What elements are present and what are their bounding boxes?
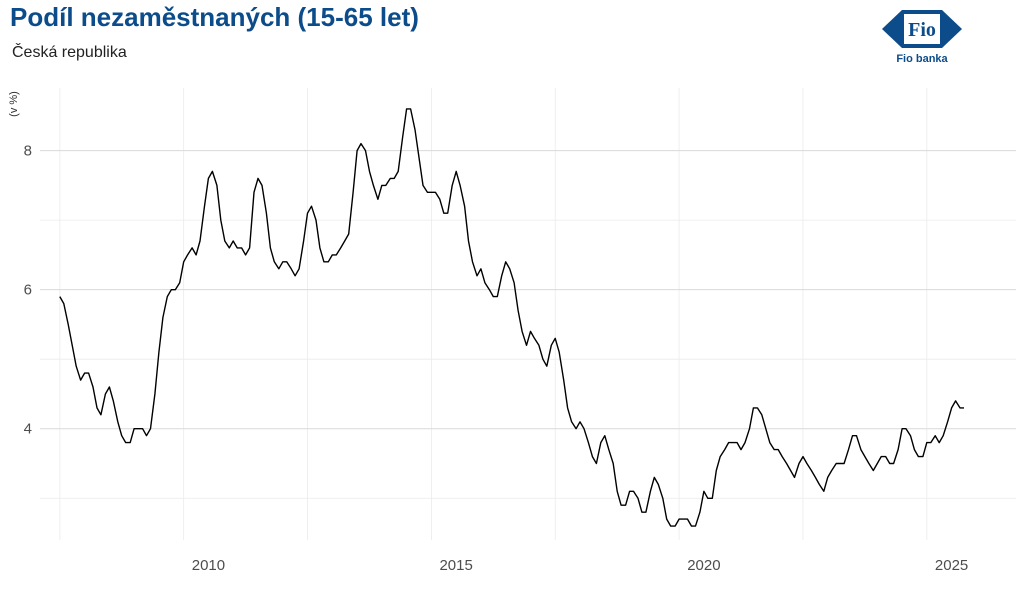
chart-title: Podíl nezaměstnaných (15-65 let) bbox=[10, 2, 419, 32]
axis-ticks: 2010 2015 2020 2025 4 6 8 bbox=[24, 143, 969, 574]
chart-grid bbox=[40, 88, 1016, 540]
fio-banka-logo: Fio Fio banka bbox=[876, 4, 968, 68]
logo-inner-panel bbox=[904, 14, 940, 44]
x-tick-label: 2010 bbox=[192, 557, 225, 574]
chart-subtitle: Česká republika bbox=[12, 44, 127, 61]
logo-label: Fio banka bbox=[896, 53, 948, 65]
x-tick-label: 2015 bbox=[439, 557, 472, 574]
x-tick-label: 2025 bbox=[935, 557, 968, 574]
y-tick-label: 4 bbox=[24, 421, 32, 438]
y-tick-label: 6 bbox=[24, 282, 32, 299]
y-tick-label: 8 bbox=[24, 143, 32, 160]
y-axis-label: (v %) bbox=[8, 91, 20, 117]
x-tick-label: 2020 bbox=[687, 557, 720, 574]
logo-mark-text: Fio bbox=[908, 19, 936, 41]
series-line bbox=[59, 108, 964, 527]
fio-logo-icon: Fio bbox=[882, 10, 962, 48]
